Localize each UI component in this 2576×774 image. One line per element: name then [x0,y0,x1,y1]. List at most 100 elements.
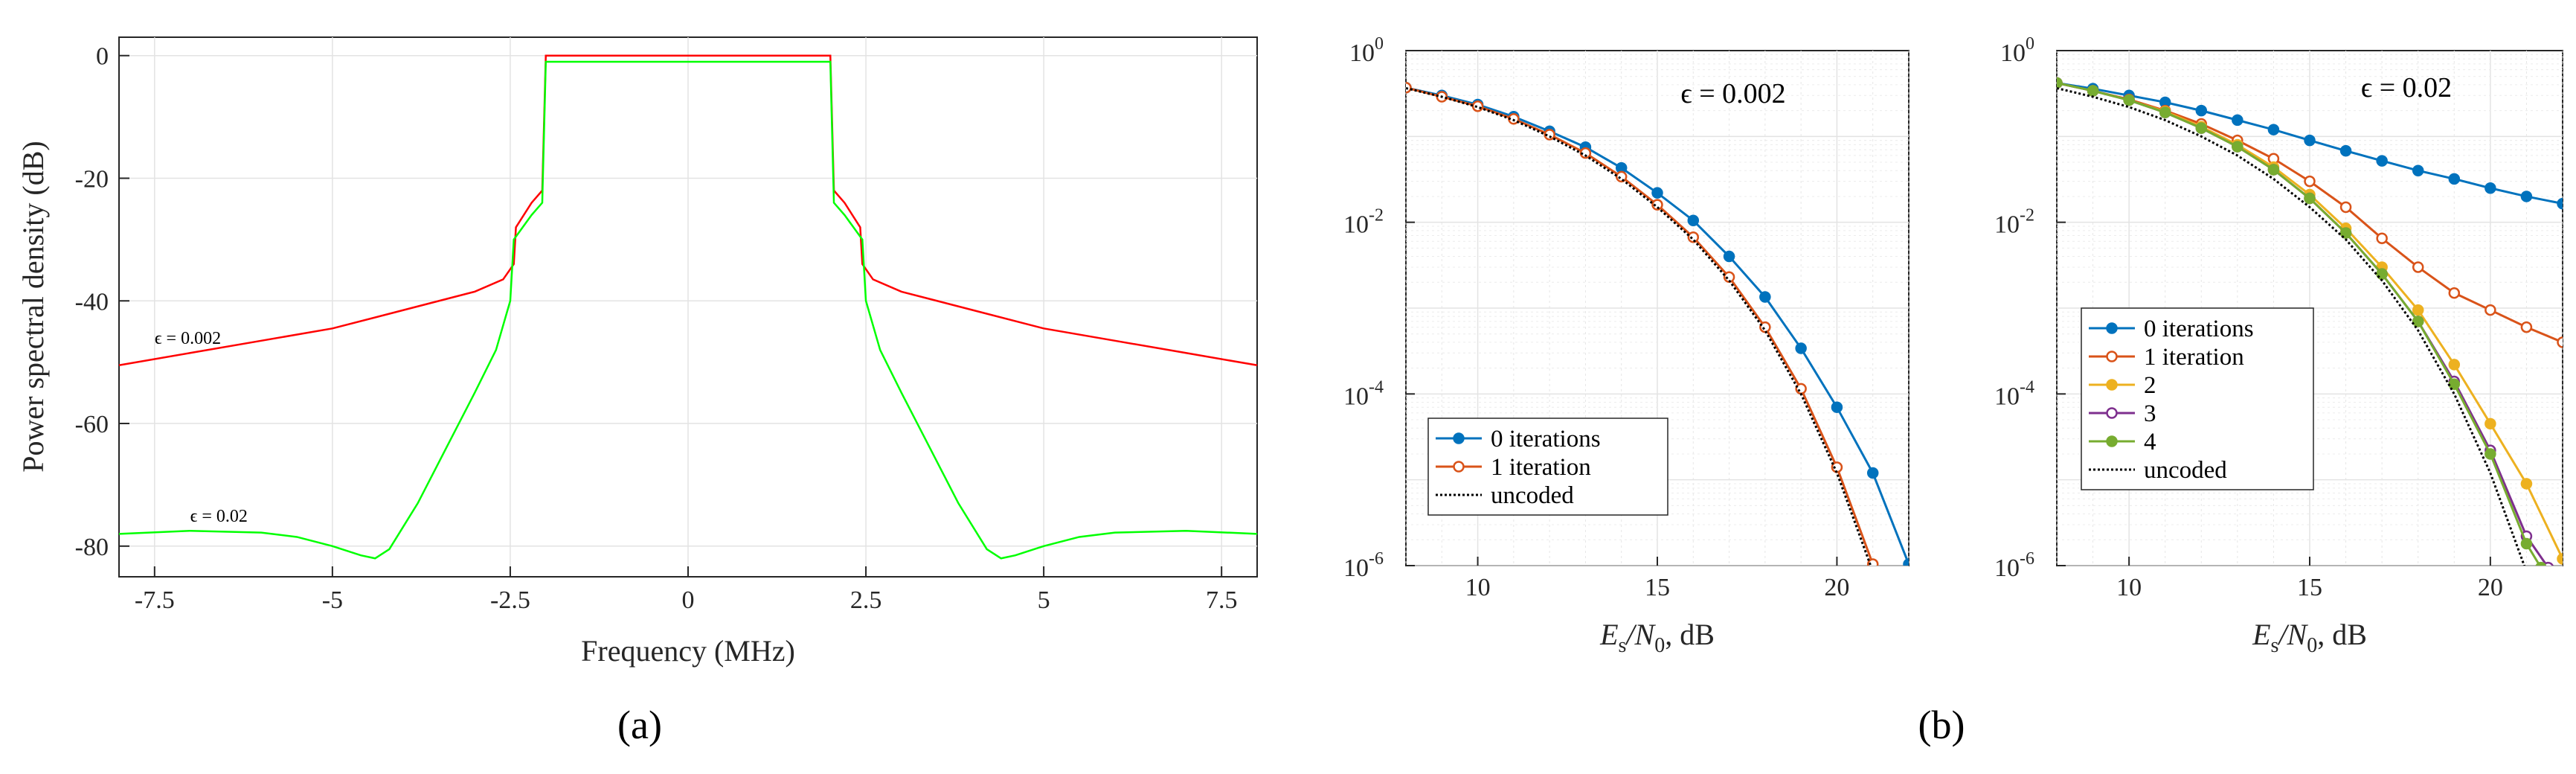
data-point [2412,316,2424,327]
legend-marker [2106,407,2118,419]
legend-entry: 1 iteration [2144,344,2244,371]
annotation-eps-0002: ϵ = 0.002 [155,329,221,348]
x-tick-label: 0 [682,586,695,614]
ber-right-title: ϵ = 0.02 [2361,72,2452,103]
data-point [2376,232,2388,244]
ber-right-y-ticks: 100 10-2 10-4 10-6 [1994,34,2066,582]
psd-series [118,54,1258,560]
legend-entry: 0 iterations [2144,316,2254,342]
data-point [2304,175,2316,188]
data-point [2339,201,2352,214]
legend-entry: 2 [2144,372,2156,399]
y-tick-label: -40 [75,288,109,316]
legend-box [2081,307,2314,490]
data-point [2520,537,2533,550]
y-tick-label: -80 [75,534,109,561]
data-point [2195,122,2208,134]
ber-left-y-ticks: 100 10-2 10-4 10-6 [1343,34,1415,582]
data-point [1687,231,1700,243]
ber-left-series [1406,82,1909,566]
data-point [2520,191,2533,202]
legend-marker [2106,322,2118,334]
data-point [2057,77,2063,89]
psd-x-label: Frequency (MHz) [581,634,795,668]
annotation-eps-002: ϵ = 0.02 [190,507,248,526]
y-tick-label: 10-6 [1994,549,2034,582]
data-point [2448,287,2461,299]
data-point [1406,82,1412,94]
data-point [1651,199,1663,211]
data-point [2485,182,2496,194]
data-point [2520,478,2533,490]
legend-marker [1453,432,1465,444]
y-tick-label: 10-4 [1343,377,1384,410]
x-tick-label: -2.5 [490,586,530,614]
x-tick-label: 10 [2116,574,2142,601]
data-point [2339,144,2352,157]
x-tick-label: 7.5 [1206,586,1238,614]
legend-entry: 4 [2144,429,2156,455]
psd-x-ticks: -7.5 -5 -2.5 0 2.5 5 7.5 [135,566,1238,614]
legend-marker [2106,379,2118,391]
ber-chart-eps-0002: 10 15 20 100 10-2 10-4 10-6 ϵ = 0.002 0 itera… [1343,34,1909,657]
x-tick-label: -5 [322,586,343,614]
y-tick-label: -60 [75,411,109,438]
x-tick-label: 2.5 [850,586,882,614]
data-point [2557,553,2563,565]
legend-marker [1453,461,1465,473]
y-tick-label: 10-2 [1994,206,2034,239]
data-point [2376,155,2388,167]
series-line-5 [2057,87,2526,566]
data-point [1831,401,1843,413]
data-point [1687,214,1700,226]
data-point [2448,378,2461,390]
series-line-2 [1406,87,1872,566]
data-point [2232,141,2243,153]
x-tick-label: 15 [2297,574,2322,601]
data-point [1723,250,1735,263]
data-point [2485,448,2496,460]
data-point [2232,114,2243,127]
data-point [1544,129,1555,141]
y-tick-label: 100 [1349,34,1384,67]
psd-grid [119,37,1257,577]
y-tick-label: 10-2 [1343,206,1384,239]
data-point [1903,558,1909,566]
y-tick-label: -20 [75,165,109,193]
data-point [2087,85,2099,97]
y-tick-label: 10-4 [1994,377,2034,410]
data-point [2304,192,2316,205]
data-point [2535,561,2547,566]
ber-left-title: ϵ = 0.002 [1680,78,1785,109]
data-point [2557,336,2563,348]
data-point [2339,227,2352,239]
legend-marker [2106,435,2118,447]
ber-right-x-label: Es/N0, dB [2252,618,2367,657]
data-point [2159,106,2171,118]
x-tick-label: 20 [2478,574,2503,601]
x-tick-label: -7.5 [135,586,175,614]
legend-marker [2106,351,2118,362]
data-point [1651,187,1663,199]
data-point [2267,124,2280,135]
data-point [1471,100,1484,112]
data-point [2412,164,2424,176]
psd-y-label: Power spectral density (dB) [16,141,50,472]
data-point [1759,291,1771,303]
psd-chart: -7.5 -5 -2.5 0 2.5 5 7.5 0 -20 -40 -60 -80 ϵ = 0.0… [16,36,1258,747]
data-point [2123,94,2135,106]
data-point [1795,383,1807,395]
data-point [2195,104,2208,117]
x-tick-label: 20 [1824,574,1849,601]
data-point [1759,321,1771,333]
data-point [2448,359,2461,371]
data-point [2557,197,2563,210]
y-tick-label: 100 [2000,34,2034,67]
ber-left-x-label: Es/N0, dB [1599,618,1715,657]
legend-entry: uncoded [2144,457,2227,484]
psd-y-ticks: 0 -20 -40 -60 -80 [75,43,129,561]
legend-entry: 0 iterations [1491,426,1601,452]
